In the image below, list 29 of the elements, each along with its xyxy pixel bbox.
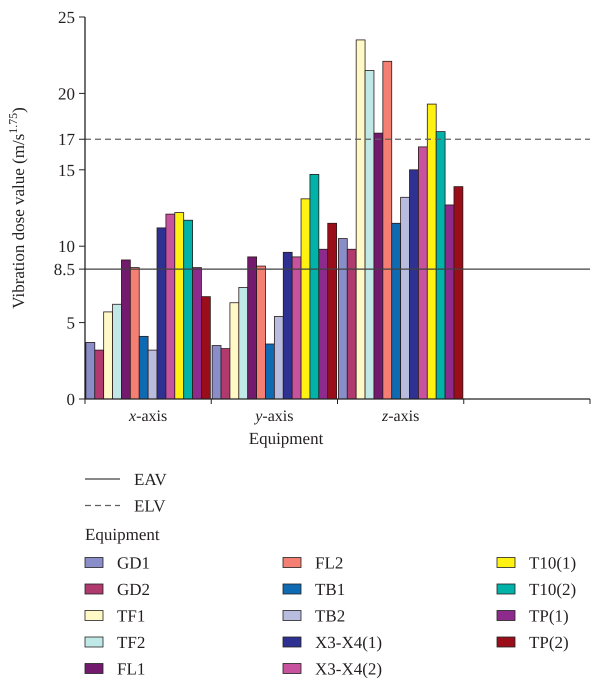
legend-label: FL2 (315, 553, 344, 572)
x-tick-label: x-axis (128, 408, 168, 425)
legend-label: TF2 (117, 632, 146, 652)
legend-label: FL1 (117, 659, 146, 678)
y-tick-label: 20 (58, 84, 75, 104)
y-tick-label: 10 (58, 237, 75, 256)
legend-label: T10(1) (529, 553, 576, 572)
legend-label: EAV (134, 470, 168, 489)
legend-label: TF1 (117, 606, 146, 626)
y-tick-label: 15 (58, 160, 75, 180)
legend-label: GD1 (117, 553, 150, 572)
y-tick-label: 0 (66, 390, 75, 409)
legend-label: TB2 (315, 606, 346, 626)
y-tick-label: 5 (66, 314, 75, 333)
x-axis-title: Equipment (248, 429, 324, 448)
legend-label: X3-X4(1) (315, 632, 382, 652)
legend-label: TP(1) (529, 606, 569, 626)
x-tick-label: y-axis (253, 408, 294, 425)
legend-label: X3-X4(2) (315, 659, 382, 678)
legend-label: TB1 (315, 580, 346, 599)
y-tick-label: 8.5 (54, 260, 75, 280)
y-tick-label: 17 (58, 130, 76, 150)
legend-label: ELV (134, 496, 166, 516)
x-tick-label: z-axis (380, 408, 420, 425)
legend-label: GD2 (117, 580, 150, 599)
legend-label: T10(2) (529, 580, 576, 599)
legend-label: TP(2) (529, 632, 569, 652)
y-tick-label: 25 (58, 8, 75, 27)
legend-title: Equipment (85, 524, 160, 544)
